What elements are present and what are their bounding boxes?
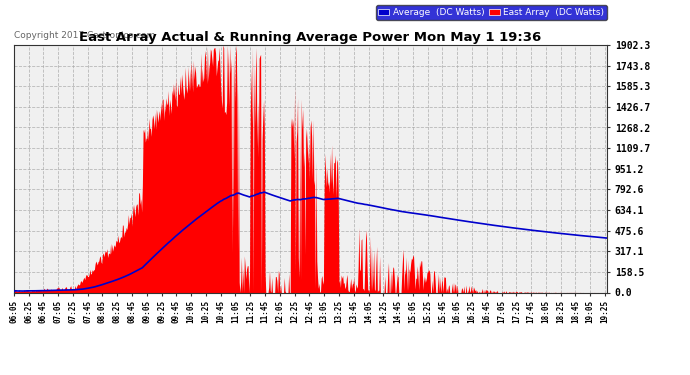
Text: Copyright 2017 Cartronics.com: Copyright 2017 Cartronics.com — [14, 31, 155, 40]
Title: East Array Actual & Running Average Power Mon May 1 19:36: East Array Actual & Running Average Powe… — [79, 31, 542, 44]
Legend: Average  (DC Watts), East Array  (DC Watts): Average (DC Watts), East Array (DC Watts… — [376, 5, 607, 20]
